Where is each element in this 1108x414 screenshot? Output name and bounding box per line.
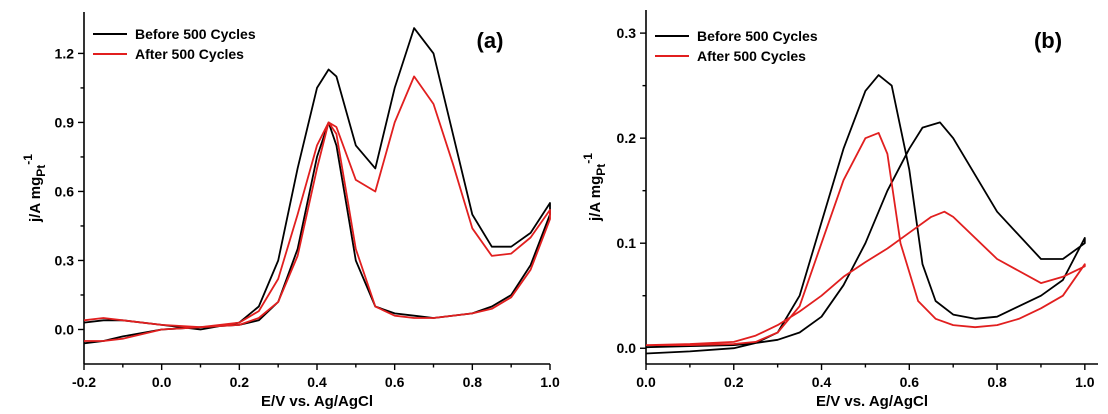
y-tick-label: 0.2: [617, 130, 637, 146]
y-tick-label: 0.3: [55, 252, 75, 268]
y-tick-label: 0.0: [617, 340, 637, 356]
y-tick-label: 0.3: [617, 25, 637, 41]
series-line-1: [83, 27, 551, 345]
y-tick-label: 0.0: [55, 321, 75, 337]
panel-label: (b): [1034, 28, 1062, 53]
y-axis-title: j/A mgPt-1: [21, 154, 48, 223]
y-tick-label: 0.9: [55, 114, 75, 130]
x-tick-label: 0.0: [152, 374, 172, 390]
legend-label-1: Before 500 Cycles: [135, 26, 256, 42]
y-axis-title-sup: -1: [21, 154, 35, 165]
series-line-2: [83, 75, 551, 342]
y-axis-title-main: j/A mg: [587, 176, 604, 222]
x-tick-label: 0.8: [463, 374, 483, 390]
x-axis-title: E/V vs. Ag/AgCl: [816, 393, 928, 410]
y-tick-label: 0.1: [617, 235, 637, 251]
series-line-2: [645, 131, 1086, 347]
legend-label-1: Before 500 Cycles: [697, 28, 818, 44]
panel-b: 0.0 0.2 0.4 0.6 0.8 1.0 0.0 0.1 0.2 0.3 E/V vs. Ag…: [581, 10, 1098, 410]
legend-label-2: After 500 Cycles: [135, 46, 244, 62]
y-axis-title: j/A mgPt-1: [581, 153, 608, 222]
x-tick-label: -0.2: [72, 374, 96, 390]
x-tick-label: 1.0: [1075, 374, 1095, 390]
panel-a: -0.2 0.0 0.2 0.4 0.6 0.8 1.0 0.0 0.3 0.6 0.9 1.2 E/V…: [21, 12, 560, 410]
y-tick-label: 1.2: [55, 45, 75, 61]
y-axis-title-main: j/A mg: [27, 177, 44, 223]
y-axis-title-sub: Pt: [594, 164, 608, 176]
y-axis-title-sub: Pt: [34, 165, 48, 177]
x-tick-label: 0.2: [724, 374, 744, 390]
panel-label: (a): [477, 28, 504, 53]
x-axis-title: E/V vs. Ag/AgCl: [261, 393, 373, 410]
x-tick-label: 0.4: [307, 374, 327, 390]
x-tick-label: 1.0: [540, 374, 560, 390]
series-line-1: [645, 74, 1086, 355]
x-tick-label: 0.2: [230, 374, 250, 390]
y-tick-label: 0.6: [55, 183, 75, 199]
x-tick-label: 0.4: [812, 374, 832, 390]
x-tick-label: 0.6: [385, 374, 405, 390]
y-axis-title-sup: -1: [581, 153, 595, 164]
legend-label-2: After 500 Cycles: [697, 48, 806, 64]
x-tick-label: 0.8: [987, 374, 1007, 390]
x-tick-label: 0.0: [636, 374, 656, 390]
x-tick-label: 0.6: [900, 374, 920, 390]
